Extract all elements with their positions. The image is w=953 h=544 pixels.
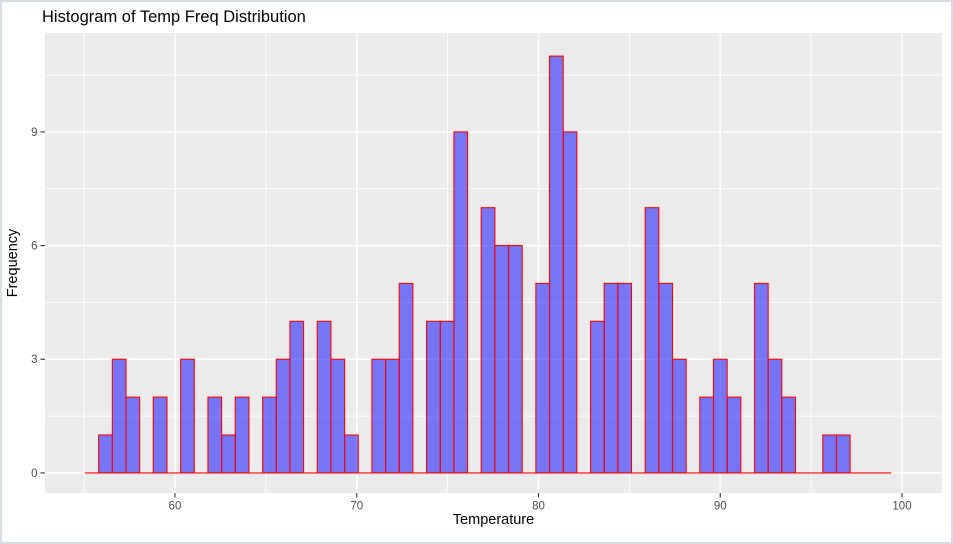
y-tick-label: 0 bbox=[31, 468, 37, 480]
y-tick-label: 6 bbox=[31, 241, 37, 253]
histogram-bar bbox=[439, 320, 455, 474]
chart-title: Histogram of Temp Freq Distribution bbox=[42, 8, 306, 26]
histogram-bar bbox=[644, 207, 660, 474]
histogram-bar bbox=[316, 320, 332, 474]
histogram-bar bbox=[822, 434, 838, 474]
histogram-bar bbox=[275, 358, 291, 474]
x-tick-label: 70 bbox=[350, 501, 363, 513]
histogram-bar bbox=[426, 320, 441, 474]
histogram-bar bbox=[125, 396, 141, 474]
histogram-bar bbox=[562, 131, 578, 474]
histogram-bar bbox=[180, 358, 195, 474]
histogram-bar bbox=[712, 358, 728, 474]
histogram-bar bbox=[207, 396, 223, 474]
histogram-bar bbox=[507, 245, 523, 474]
histogram-bar bbox=[344, 434, 359, 474]
histogram-bar bbox=[781, 396, 797, 474]
histogram-bar bbox=[603, 282, 619, 474]
x-tick-label: 60 bbox=[169, 501, 182, 513]
histogram-bar bbox=[111, 358, 127, 474]
histogram-bar bbox=[589, 320, 605, 474]
histogram-bar bbox=[726, 396, 742, 474]
histogram-bar bbox=[699, 396, 715, 474]
histogram-bar bbox=[480, 207, 496, 474]
histogram-bar bbox=[371, 358, 387, 474]
x-tick-label: 80 bbox=[532, 501, 545, 513]
histogram-bar bbox=[221, 434, 236, 474]
histogram-bar bbox=[617, 282, 633, 474]
chart-layer: 60 70 80 90 100 0 3 6 9 bbox=[31, 33, 942, 513]
histogram-bar bbox=[98, 434, 113, 474]
x-tick-label: 90 bbox=[714, 501, 727, 513]
histogram-bar bbox=[535, 282, 551, 474]
histogram-bar bbox=[289, 320, 305, 474]
histogram-bar bbox=[385, 358, 400, 474]
histogram-bar bbox=[494, 245, 510, 474]
histogram-bar bbox=[548, 55, 564, 474]
x-axis-title: Temperature bbox=[453, 512, 534, 528]
histogram-bar bbox=[453, 131, 469, 474]
histogram-bar bbox=[767, 358, 783, 474]
histogram-bar bbox=[398, 282, 414, 474]
y-axis-title: Frequency bbox=[5, 228, 21, 297]
histogram-bar bbox=[152, 396, 168, 474]
histogram-bar bbox=[835, 434, 851, 474]
histogram-bar bbox=[330, 358, 346, 474]
y-tick-label: 3 bbox=[31, 354, 37, 366]
y-tick-label: 9 bbox=[31, 127, 37, 139]
histogram-bar bbox=[671, 358, 687, 474]
histogram-bar bbox=[753, 282, 769, 474]
x-tick-label: 100 bbox=[892, 501, 911, 513]
histogram-bar bbox=[658, 282, 674, 474]
histogram-bar bbox=[234, 396, 250, 474]
histogram-bar bbox=[262, 396, 277, 474]
